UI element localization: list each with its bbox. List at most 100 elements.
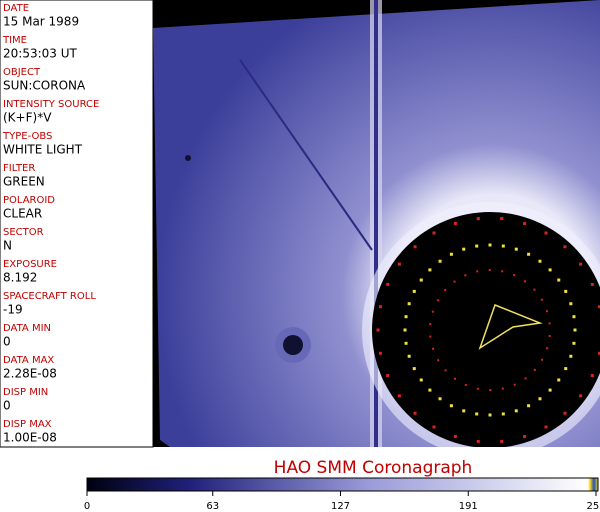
marker xyxy=(464,383,467,386)
field-label: INTENSITY SOURCE xyxy=(3,99,99,110)
marker xyxy=(514,409,518,413)
colorbar-tick-label: 0 xyxy=(84,501,90,512)
marker xyxy=(500,217,504,221)
field-value: -19 xyxy=(3,303,23,317)
marker xyxy=(386,282,390,286)
marker xyxy=(436,299,439,302)
marker xyxy=(428,268,432,272)
marker xyxy=(488,243,492,247)
marker xyxy=(413,411,417,415)
marker xyxy=(524,377,527,380)
marker xyxy=(501,387,504,390)
field-label: DISP MAX xyxy=(3,419,52,430)
marker xyxy=(432,347,435,350)
field-label: DATA MIN xyxy=(3,323,51,334)
marker xyxy=(527,252,531,256)
marker xyxy=(403,328,407,332)
marker xyxy=(545,310,548,313)
marker xyxy=(462,409,466,413)
marker xyxy=(419,378,423,382)
field-value: N xyxy=(3,239,12,253)
marker xyxy=(475,244,479,248)
marker xyxy=(501,244,505,248)
marker xyxy=(548,322,551,325)
field-label: SPACECRAFT ROLL xyxy=(3,291,96,302)
marker xyxy=(404,315,408,319)
marker xyxy=(429,323,432,326)
field-value: 0 xyxy=(3,399,11,413)
marker xyxy=(378,305,382,309)
field-label: TIME xyxy=(2,35,27,46)
marker xyxy=(444,289,447,292)
colorbar-tick-label: 127 xyxy=(331,501,350,512)
marker xyxy=(438,397,442,401)
marker xyxy=(432,425,436,429)
marker xyxy=(538,397,542,401)
colorbar xyxy=(86,477,599,492)
marker xyxy=(523,221,527,225)
coronagraph-image xyxy=(153,0,600,447)
field-value: 2.28E-08 xyxy=(3,367,57,381)
marker xyxy=(563,245,567,249)
marker xyxy=(523,435,527,439)
field-label: TYPE-OBS xyxy=(2,131,52,142)
marker xyxy=(453,377,456,380)
marker xyxy=(544,425,548,429)
marker xyxy=(514,247,518,251)
marker xyxy=(428,388,432,392)
field-value: SUN:CORONA xyxy=(3,79,86,93)
field-value: 0 xyxy=(3,335,11,349)
field-label: SECTOR xyxy=(3,227,44,238)
field-label: EXPOSURE xyxy=(3,259,57,270)
field-value: 20:53:03 UT xyxy=(3,47,77,61)
marker xyxy=(397,262,401,266)
marker xyxy=(476,217,480,221)
field-value: GREEN xyxy=(3,175,45,189)
marker xyxy=(462,247,466,251)
marker xyxy=(476,270,479,273)
marker xyxy=(564,289,568,293)
marker xyxy=(397,394,401,398)
marker xyxy=(598,305,600,309)
marker xyxy=(488,269,491,272)
marker xyxy=(489,388,492,391)
marker xyxy=(476,387,479,390)
marker xyxy=(438,259,442,263)
marker xyxy=(544,231,548,235)
marker xyxy=(437,359,440,362)
field-value: CLEAR xyxy=(3,207,42,221)
marker xyxy=(464,274,467,277)
info-panel xyxy=(0,0,154,448)
marker xyxy=(407,354,411,358)
marker xyxy=(569,302,573,306)
marker xyxy=(541,358,544,361)
sector-markers xyxy=(376,217,600,443)
marker xyxy=(453,435,457,439)
marker xyxy=(429,335,432,338)
field-value: 1.00E-08 xyxy=(3,431,57,445)
marker xyxy=(533,368,536,371)
field-value: (K+F)*V xyxy=(3,111,52,125)
marker xyxy=(501,412,505,416)
marker xyxy=(572,315,576,319)
marker xyxy=(378,351,382,355)
marker xyxy=(386,374,390,378)
field-label: OBJECT xyxy=(3,67,41,78)
marker xyxy=(500,439,504,443)
marker xyxy=(488,413,492,417)
marker xyxy=(449,252,453,256)
marker xyxy=(579,394,583,398)
field-value: 8.192 xyxy=(3,271,37,285)
colorbar-tick-label: 191 xyxy=(459,501,478,512)
colorbar-tick-label: 255 xyxy=(586,501,600,512)
marker xyxy=(475,412,479,416)
marker xyxy=(572,341,576,345)
marker xyxy=(548,334,551,337)
marker xyxy=(376,328,380,332)
marker xyxy=(413,245,417,249)
marker xyxy=(569,354,573,358)
marker xyxy=(557,378,561,382)
marker xyxy=(557,278,561,282)
marker xyxy=(501,270,504,273)
